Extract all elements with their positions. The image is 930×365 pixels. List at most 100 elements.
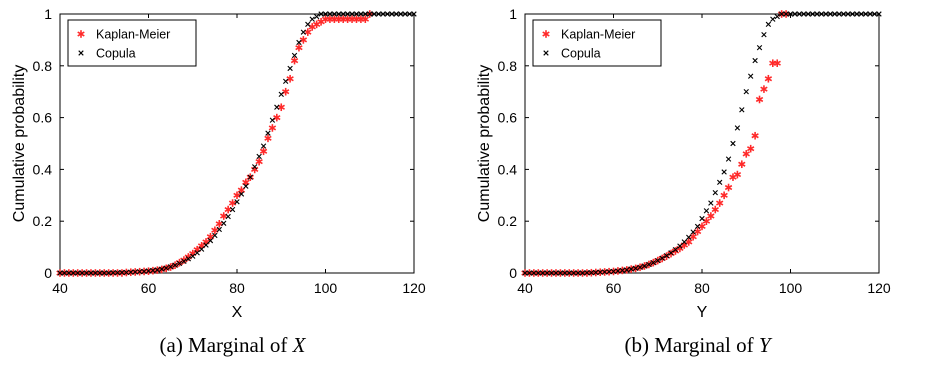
- chart-a-km-point: [277, 103, 285, 112]
- chart-b-legend-copula-marker: [543, 50, 549, 56]
- chart-b-copula-point: [854, 11, 860, 17]
- chart-b-caption-var: Y: [758, 333, 771, 357]
- chart-a-copula-point: [66, 270, 72, 276]
- chart-a-km-point: [312, 20, 321, 29]
- chart-b-copula-point: [796, 11, 803, 17]
- chart-b-copula-point: [774, 13, 780, 20]
- chart-b-copula-point: [553, 270, 559, 276]
- chart-a-km-point: [361, 15, 370, 23]
- chart-b-copula-point: [858, 11, 864, 17]
- chart-a-km-point: [299, 36, 308, 44]
- chart-a-copula-point: [97, 270, 103, 276]
- chart-a-copula-point: [278, 91, 284, 97]
- chart-b-km-point: [769, 59, 777, 68]
- chart-b-copula-point: [818, 11, 825, 17]
- chart-b-legend: Kaplan-Meier Copula: [532, 19, 662, 67]
- chart-b-y-tick-label: 0.2: [498, 213, 518, 229]
- chart-a-copula-point: [282, 78, 289, 85]
- chart-b-copula-point: [566, 270, 572, 276]
- chart-b-copula-point: [615, 268, 621, 274]
- chart-b-copula-point: [832, 11, 838, 17]
- chart-b-legend-label: Copula: [561, 47, 601, 61]
- chart-b-copula-point: [540, 270, 546, 276]
- chart-a-copula-point: [305, 21, 311, 28]
- chart-b-copula-point: [708, 200, 714, 206]
- chart-b-copula-point: [584, 270, 590, 276]
- chart-a-copula-point: [101, 270, 107, 276]
- chart-a-copula-point: [375, 11, 382, 17]
- chart-b-copula-point: [659, 255, 665, 261]
- chart-a-copula-point: [269, 117, 276, 123]
- chart-b-x-tick-label: 100: [779, 280, 803, 296]
- chart-a-copula-point: [105, 270, 112, 276]
- chart-b-copula-point: [725, 156, 732, 162]
- chart-b-km-point: [720, 191, 728, 200]
- chart-b-km-point: [733, 170, 742, 179]
- chart-a-copula-point: [393, 11, 399, 17]
- chart-b-copula-point: [575, 270, 581, 276]
- chart-a-copula-point: [136, 269, 143, 275]
- chart-a-copula-point: [203, 242, 209, 248]
- chart-a-copula-point: [247, 174, 253, 180]
- chart-b-copula-point: [570, 270, 577, 276]
- chart-b-x-tick-label: 120: [867, 280, 891, 296]
- chart-a-km-point: [242, 178, 250, 187]
- chart-a-legend-box: [67, 19, 197, 67]
- chart-b-copula-point: [526, 270, 533, 276]
- chart-a-copula-point: [322, 11, 329, 17]
- chart-a-copula-point: [172, 262, 178, 268]
- chart-a-copula-point: [229, 206, 236, 213]
- chart-a-km-point: [290, 56, 299, 65]
- chart-a-x-tick-label: 80: [229, 280, 245, 296]
- chart-a-km-point: [348, 15, 356, 23]
- chart-a-caption-prefix: (a) Marginal of: [159, 333, 293, 357]
- chart-a-copula-point: [150, 267, 156, 274]
- chart-a-caption: (a) Marginal of X: [0, 333, 465, 358]
- chart-a-copula-point: [163, 265, 169, 271]
- chart-a-copula-point: [238, 191, 245, 197]
- chart-b-copula-point: [805, 11, 811, 17]
- chart-a-copula-point: [198, 246, 205, 252]
- chart-a-copula-point: [344, 11, 351, 17]
- chart-a-legend-copula-marker: [78, 50, 84, 56]
- chart-b-copula-point: [601, 269, 608, 275]
- chart-b-x-tick-label: 60: [606, 280, 622, 296]
- chart-a-copula-point: [380, 11, 386, 17]
- chart-a-copula-point: [79, 270, 85, 276]
- chart-a-km-point: [295, 43, 303, 52]
- chart-b-copula-point: [836, 11, 842, 17]
- chart-b-copula-point: [699, 215, 705, 222]
- chart-a-copula-point: [57, 270, 63, 276]
- chart-b-y-tick-label: 0.6: [498, 110, 518, 126]
- chart-b-km-point: [751, 131, 759, 140]
- chart-b-km-point: [738, 160, 746, 169]
- chart-a-copula-point: [402, 11, 408, 17]
- chart-a-km-point: [330, 15, 339, 23]
- chart-a-copula-point: [110, 270, 116, 276]
- chart-a-y-tick-label: 0: [44, 265, 52, 281]
- chart-b-copula-point: [628, 266, 634, 272]
- chart-a-copula-point: [371, 11, 377, 17]
- chart-a-copula-point: [327, 11, 333, 17]
- chart-b-copula-point: [863, 11, 869, 17]
- chart-a-y-tick-label: 0.8: [33, 58, 53, 74]
- chart-b-copula-point: [610, 268, 617, 275]
- chart-b-km-point: [698, 222, 706, 231]
- chart-a-copula-point: [141, 268, 147, 275]
- chart-a-y-axis-label: Cumulative probability: [11, 65, 28, 222]
- chart-a-copula-point: [83, 270, 90, 276]
- chart-b-km-point: [711, 205, 719, 214]
- chart-b-copula-point: [531, 270, 537, 276]
- chart-a-copula-point: [190, 253, 196, 259]
- chart-b-x-tick-label: 40: [517, 280, 533, 296]
- chart-b-y-tick-label: 1: [509, 6, 517, 22]
- chart-a-km-point: [343, 15, 352, 23]
- chart-b-copula-point: [681, 239, 687, 245]
- chart-a-km-point: [273, 113, 281, 122]
- chart-b-copula-point: [871, 11, 878, 17]
- chart-b-copula-point: [579, 270, 586, 276]
- chart-b-copula-point: [606, 269, 612, 275]
- chart-b-copula-point: [756, 44, 763, 51]
- chart-a-copula-point: [367, 11, 373, 17]
- chart-a-legend-label: Kaplan-Meier: [96, 28, 170, 42]
